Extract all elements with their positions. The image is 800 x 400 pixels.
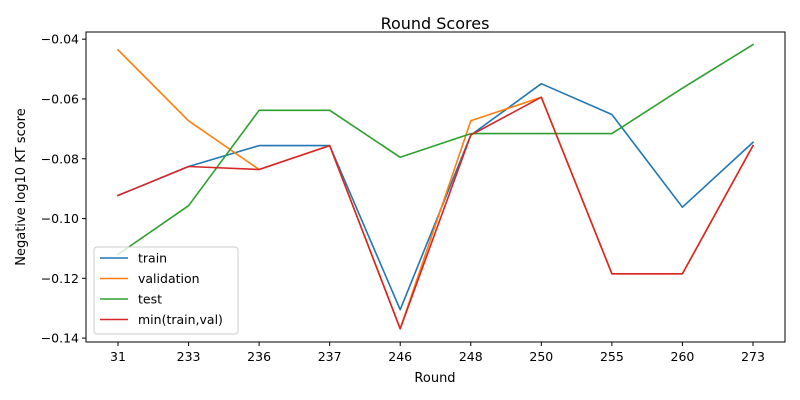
legend-box [93,246,239,335]
y-axis: −0.14 −0.12 −0.10 −0.08 −0.06 −0.04 [41,32,86,346]
y-tick-label-5: −0.04 [41,32,79,47]
x-tick-label-31: 31 [110,349,126,364]
series-layer [116,43,755,330]
legend: train validation test min(train,val) [93,246,239,335]
series-line-2 [116,43,755,256]
x-tick-label-250: 250 [529,349,553,364]
y-tick-label-1: −0.12 [41,271,79,286]
legend-label-2: test [138,292,162,307]
x-tick-label-255: 255 [600,349,624,364]
legend-label-0: train [138,251,167,266]
y-axis-label: Negative log10 KT score [14,108,29,266]
y-tick-label-2: −0.10 [41,211,79,226]
chart-title: Round Scores [381,14,490,33]
x-tick-label-246: 246 [388,349,412,364]
x-axis: 31 233 236 237 246 248 250 255 260 273 [110,342,765,364]
legend-label-3: min(train,val) [138,312,223,327]
x-axis-label: Round [414,371,455,386]
x-tick-label-248: 248 [459,349,483,364]
x-tick-label-236: 236 [247,349,271,364]
x-tick-label-233: 233 [177,349,201,364]
y-tick-label-4: −0.06 [41,91,79,106]
y-tick-label-3: −0.08 [41,151,79,166]
x-tick-label-273: 273 [741,349,765,364]
x-tick-label-237: 237 [318,349,342,364]
legend-label-1: validation [138,271,200,286]
series-line-3 [116,96,755,330]
plot-frame [85,31,786,343]
x-tick-label-260: 260 [671,349,695,364]
y-tick-label-0: −0.14 [41,331,79,346]
